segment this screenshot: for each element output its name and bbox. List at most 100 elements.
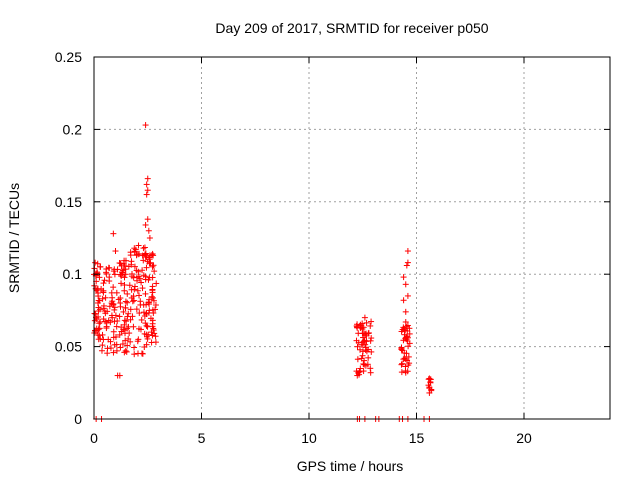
data-point <box>400 337 407 344</box>
data-point <box>353 368 360 375</box>
data-point <box>133 267 140 274</box>
data-point <box>144 335 151 342</box>
data-point <box>402 327 409 334</box>
data-point <box>94 260 101 267</box>
data-point <box>400 356 407 363</box>
data-point <box>123 348 130 355</box>
data-point <box>147 260 154 267</box>
data-point <box>117 271 124 278</box>
data-point <box>150 297 157 304</box>
data-point <box>128 258 135 265</box>
x-tick-label: 5 <box>198 430 206 446</box>
data-point <box>119 267 126 274</box>
data-point <box>399 360 406 367</box>
data-point <box>354 372 361 379</box>
data-point <box>153 280 160 287</box>
data-point <box>143 310 150 317</box>
data-point <box>151 330 158 337</box>
data-point <box>142 290 149 297</box>
data-point <box>110 328 117 335</box>
data-point <box>355 330 362 337</box>
data-point <box>362 362 369 369</box>
data-point <box>426 375 433 382</box>
data-point <box>118 280 125 287</box>
data-point <box>398 361 405 368</box>
data-point <box>111 306 118 313</box>
data-point <box>92 259 99 266</box>
data-point <box>126 282 133 289</box>
data-point <box>140 257 147 264</box>
data-point <box>354 343 361 350</box>
data-point <box>127 306 134 313</box>
data-point <box>121 257 128 264</box>
data-point <box>143 181 150 188</box>
data-point <box>113 347 120 354</box>
data-point <box>149 250 156 257</box>
data-point <box>355 339 362 346</box>
y-tick-label: 0.1 <box>63 266 83 282</box>
data-point <box>121 274 128 281</box>
data-point <box>102 310 109 317</box>
data-point <box>100 280 107 287</box>
data-point <box>115 296 122 303</box>
data-point <box>113 323 120 330</box>
data-point <box>114 266 121 273</box>
data-point <box>404 334 411 341</box>
data-point <box>107 319 114 326</box>
data-point <box>118 263 125 270</box>
data-point <box>122 347 129 354</box>
data-point <box>111 271 118 278</box>
data-point <box>143 322 150 329</box>
data-point <box>131 344 138 351</box>
data-point <box>91 317 98 324</box>
data-point <box>95 293 102 300</box>
data-point <box>400 274 407 281</box>
data-point <box>365 346 372 353</box>
data-point <box>144 323 151 330</box>
data-point <box>131 245 138 252</box>
data-point <box>122 330 129 337</box>
data-point <box>136 292 143 299</box>
data-point <box>131 249 138 256</box>
data-point <box>109 294 116 301</box>
data-point <box>117 303 124 310</box>
data-point <box>128 273 135 280</box>
x-axis-label: GPS time / hours <box>297 458 404 474</box>
data-point <box>100 302 107 309</box>
data-point <box>148 339 155 346</box>
data-point <box>149 283 156 290</box>
data-point <box>96 274 103 281</box>
data-point <box>120 308 127 315</box>
data-point <box>144 187 151 194</box>
data-point <box>101 277 108 284</box>
data-point <box>103 323 110 330</box>
data-point <box>402 369 409 376</box>
data-point <box>125 310 132 317</box>
data-point <box>152 301 159 308</box>
data-point <box>135 242 142 249</box>
data-point <box>121 321 128 328</box>
data-point <box>152 306 159 313</box>
data-point <box>129 313 136 320</box>
data-point <box>143 191 150 198</box>
data-point <box>140 245 147 252</box>
data-point <box>144 175 151 182</box>
data-point <box>116 313 123 320</box>
data-point <box>131 263 138 270</box>
data-point <box>110 268 117 275</box>
axis-ticks <box>93 56 610 420</box>
data-point <box>110 349 117 356</box>
x-tick-label: 0 <box>90 430 98 446</box>
data-point <box>362 331 369 338</box>
data-point <box>426 389 433 396</box>
data-point <box>360 334 367 341</box>
data-point <box>99 342 106 349</box>
data-point <box>98 286 105 293</box>
data-point <box>150 325 157 332</box>
data-point <box>141 244 148 251</box>
data-point <box>149 263 156 270</box>
data-point <box>133 306 140 313</box>
data-point <box>150 252 157 259</box>
data-point <box>123 318 130 325</box>
